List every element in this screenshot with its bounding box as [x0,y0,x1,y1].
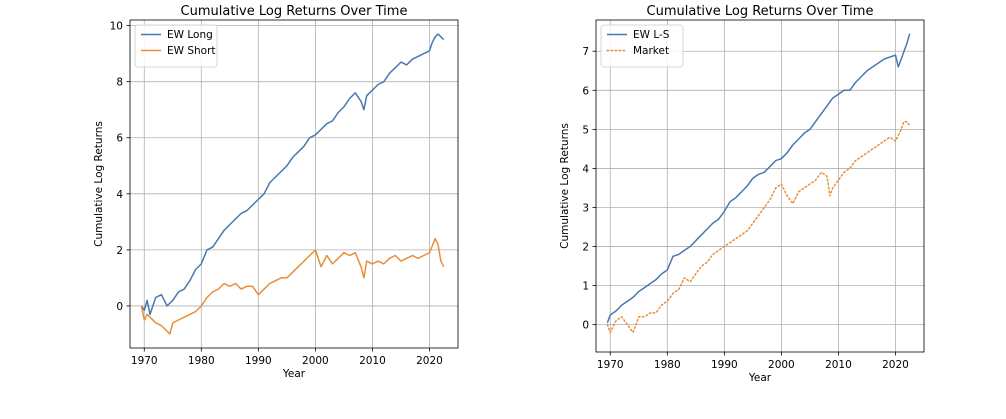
x-axis-label: Year [282,368,306,380]
series-line-ew-long [140,33,445,316]
left-chart-panel: 1970 1980 1990 2000 2010 2020 0 2 4 6 8 10 Cumulativ… [93,4,459,380]
chart-title: Cumulative Log Returns Over Time [647,4,874,19]
legend-entry-label: EW Long [167,29,213,41]
x-tick-label: 2010 [359,355,386,367]
y-tick-label: 3 [582,202,589,214]
x-tick-label: 1980 [654,359,681,371]
x-tick-label: 2000 [768,359,795,371]
chart-title: Cumulative Log Returns Over Time [181,4,408,19]
y-tick-label: 4 [582,163,589,175]
y-tick-label: 0 [582,320,589,332]
y-tick-label: 0 [116,301,123,313]
y-tick-label: 7 [582,46,589,58]
x-tick-label: 2000 [302,355,329,367]
legend-entry-label: Market [633,45,669,57]
x-tick-label: 1990 [245,355,272,367]
series-line-market [606,120,911,334]
y-tick-label: 4 [116,189,123,201]
y-tick-label: 2 [116,245,123,257]
x-tick-label: 2020 [416,355,443,367]
x-tick-label: 1970 [597,359,624,371]
y-tick-label: 6 [582,85,589,97]
y-tick-label: 5 [582,124,589,136]
right-chart-panel: 1970 1980 1990 2000 2010 2020 0 1 2 3 4 5 6 7 Cumulati… [559,4,925,384]
y-tick-label: 2 [582,242,589,254]
legend-entry-label: EW Short [167,45,216,57]
y-tick-label: 8 [116,77,123,89]
axes-frame [129,19,459,349]
x-tick-label: 1970 [131,355,158,367]
y-tick-label: 10 [110,21,123,33]
y-tick-label: 1 [582,281,589,293]
x-tick-label: 1980 [188,355,215,367]
legend-entry-label: EW L-S [633,29,670,41]
series-line-ew-l-s [606,33,911,323]
legend-box [134,24,218,68]
x-tick-label: 1990 [711,359,738,371]
x-tick-label: 2010 [825,359,852,371]
y-axis-label: Cumulative Log Returns [559,123,571,249]
y-axis-label: Cumulative Log Returns [93,121,105,247]
legend-box [600,24,684,68]
series-line-ew-short [140,237,445,335]
x-tick-label: 2020 [882,359,909,371]
axes-frame [595,19,925,353]
x-axis-label: Year [748,372,772,384]
y-tick-label: 6 [116,133,123,145]
